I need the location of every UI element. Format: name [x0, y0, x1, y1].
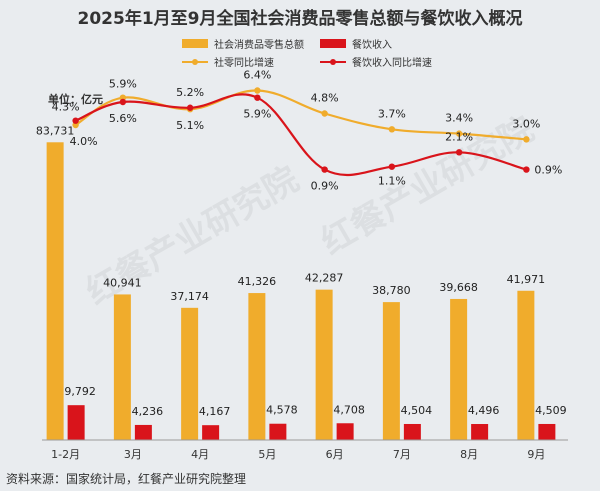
bar-retail-2: [113, 294, 131, 440]
bar-catering-7: [471, 424, 489, 440]
legend-entry-4: 餐饮收入同比增速: [352, 56, 432, 69]
x-tick-1: 1-2月: [51, 448, 80, 461]
bar-retail-label-2: 40,941: [103, 276, 142, 289]
bar-retail-8: [517, 290, 535, 440]
line-2-point-1: [72, 117, 79, 124]
bar-catering-label-8: 4,509: [535, 404, 567, 417]
bar-catering-2: [134, 424, 152, 440]
line-1-label-3: 5.1%: [176, 119, 204, 132]
x-tick-4: 5月: [258, 448, 276, 461]
bar-catering-8: [538, 423, 556, 440]
bar-catering-4: [269, 423, 287, 440]
line-series-1: [75, 89, 527, 141]
bar-retail-5: [315, 289, 333, 440]
bar-catering-label-4: 4,578: [266, 404, 298, 417]
bar-catering-3: [202, 425, 220, 440]
line-1-label-2: 5.9%: [109, 78, 137, 91]
bar-catering-label-1: 9,792: [64, 385, 96, 398]
x-tick-6: 7月: [393, 448, 411, 461]
lines: [72, 87, 530, 177]
line-2-label-1: 4.3%: [52, 101, 80, 114]
line-series-2: [75, 93, 527, 177]
bar-retail-label-5: 42,287: [305, 272, 344, 285]
bar-catering-label-2: 4,236: [132, 405, 164, 418]
bar-retail-label-4: 41,326: [238, 275, 277, 288]
x-axis-ticks: 1-2月 3月 4月 5月 6月 7月 8月 9月: [51, 448, 545, 461]
bar-catering-5: [336, 423, 354, 440]
line-1-point-4: [254, 87, 261, 94]
line-1-label-7: 3.4%: [445, 112, 473, 125]
line-1-point-5: [321, 110, 328, 117]
x-tick-2: 3月: [124, 448, 142, 461]
line-1-label-6: 3.7%: [378, 107, 406, 120]
x-tick-8: 9月: [527, 448, 545, 461]
line-2-label-5: 0.9%: [311, 180, 339, 193]
legend-swatch-1: [182, 39, 208, 48]
line-2-label-2: 5.6%: [109, 112, 137, 125]
bar-catering-6: [403, 423, 421, 440]
source-note: 资料来源：国家统计局，红餐产业研究院整理: [6, 471, 246, 486]
line-1-point-7: [455, 130, 463, 137]
bar-retail-6: [382, 302, 400, 440]
x-tick-7: 8月: [460, 448, 478, 461]
bar-retail-4: [248, 293, 266, 440]
line-2-point-6: [388, 163, 396, 170]
bar-catering-label-7: 4,496: [468, 404, 500, 417]
bar-retail-label-1: 83,731: [36, 124, 75, 137]
line-1-label-1: 4.0%: [70, 135, 98, 148]
unit-label: 单位：亿元: [48, 92, 103, 106]
chart-title: 2025年1月至9月全国社会消费品零售总额与餐饮收入概况: [78, 8, 523, 29]
legend-swatch-2: [320, 39, 346, 48]
x-tick-5: 6月: [326, 448, 344, 461]
line-2-label-6: 1.1%: [378, 175, 406, 188]
bars: [46, 142, 556, 440]
bar-retail-1: [46, 142, 64, 440]
line-2-point-8: [523, 166, 530, 173]
bar-retail-3: [181, 307, 199, 440]
legend-marker-4: [330, 59, 336, 65]
line-2-label-4: 5.9%: [243, 108, 271, 121]
bar-retail-label-3: 37,174: [170, 290, 209, 303]
line-2-label-7: 2.1%: [445, 130, 473, 143]
data-labels: 83,731 40,941 37,174 41,326 42,287 38,780 39,6…: [36, 69, 567, 419]
bar-catering-1: [67, 405, 85, 440]
line-2-point-3: [186, 104, 194, 111]
line-1-label-5: 4.8%: [311, 92, 339, 105]
bar-retail-7: [450, 298, 468, 440]
legend-entry-1: 社会消费品零售总额: [214, 38, 304, 51]
line-2-point-2: [119, 98, 127, 106]
line-1-point-8: [523, 136, 530, 143]
line-2-point-4: [254, 94, 261, 101]
legend-marker-3: [192, 59, 198, 65]
bar-catering-label-5: 4,708: [333, 403, 365, 416]
line-2-label-8: 0.9%: [534, 164, 562, 177]
line-2-label-3: 5.2%: [176, 86, 204, 99]
line-1-label-8: 3.0%: [512, 117, 540, 130]
line-2-point-7: [455, 149, 463, 156]
x-tick-3: 4月: [191, 448, 209, 461]
bar-retail-label-6: 38,780: [372, 284, 411, 297]
bar-catering-label-6: 4,504: [401, 404, 433, 417]
line-2-point-5: [321, 166, 328, 173]
line-1-label-4: 6.4%: [243, 69, 271, 82]
legend-entry-3: 社零同比增速: [214, 56, 274, 69]
bar-catering-label-3: 4,167: [199, 405, 231, 418]
line-1-point-6: [388, 126, 396, 133]
legend-entry-2: 餐饮收入: [352, 38, 392, 51]
bar-retail-label-8: 41,971: [507, 273, 546, 286]
bar-retail-label-7: 39,668: [439, 281, 478, 294]
